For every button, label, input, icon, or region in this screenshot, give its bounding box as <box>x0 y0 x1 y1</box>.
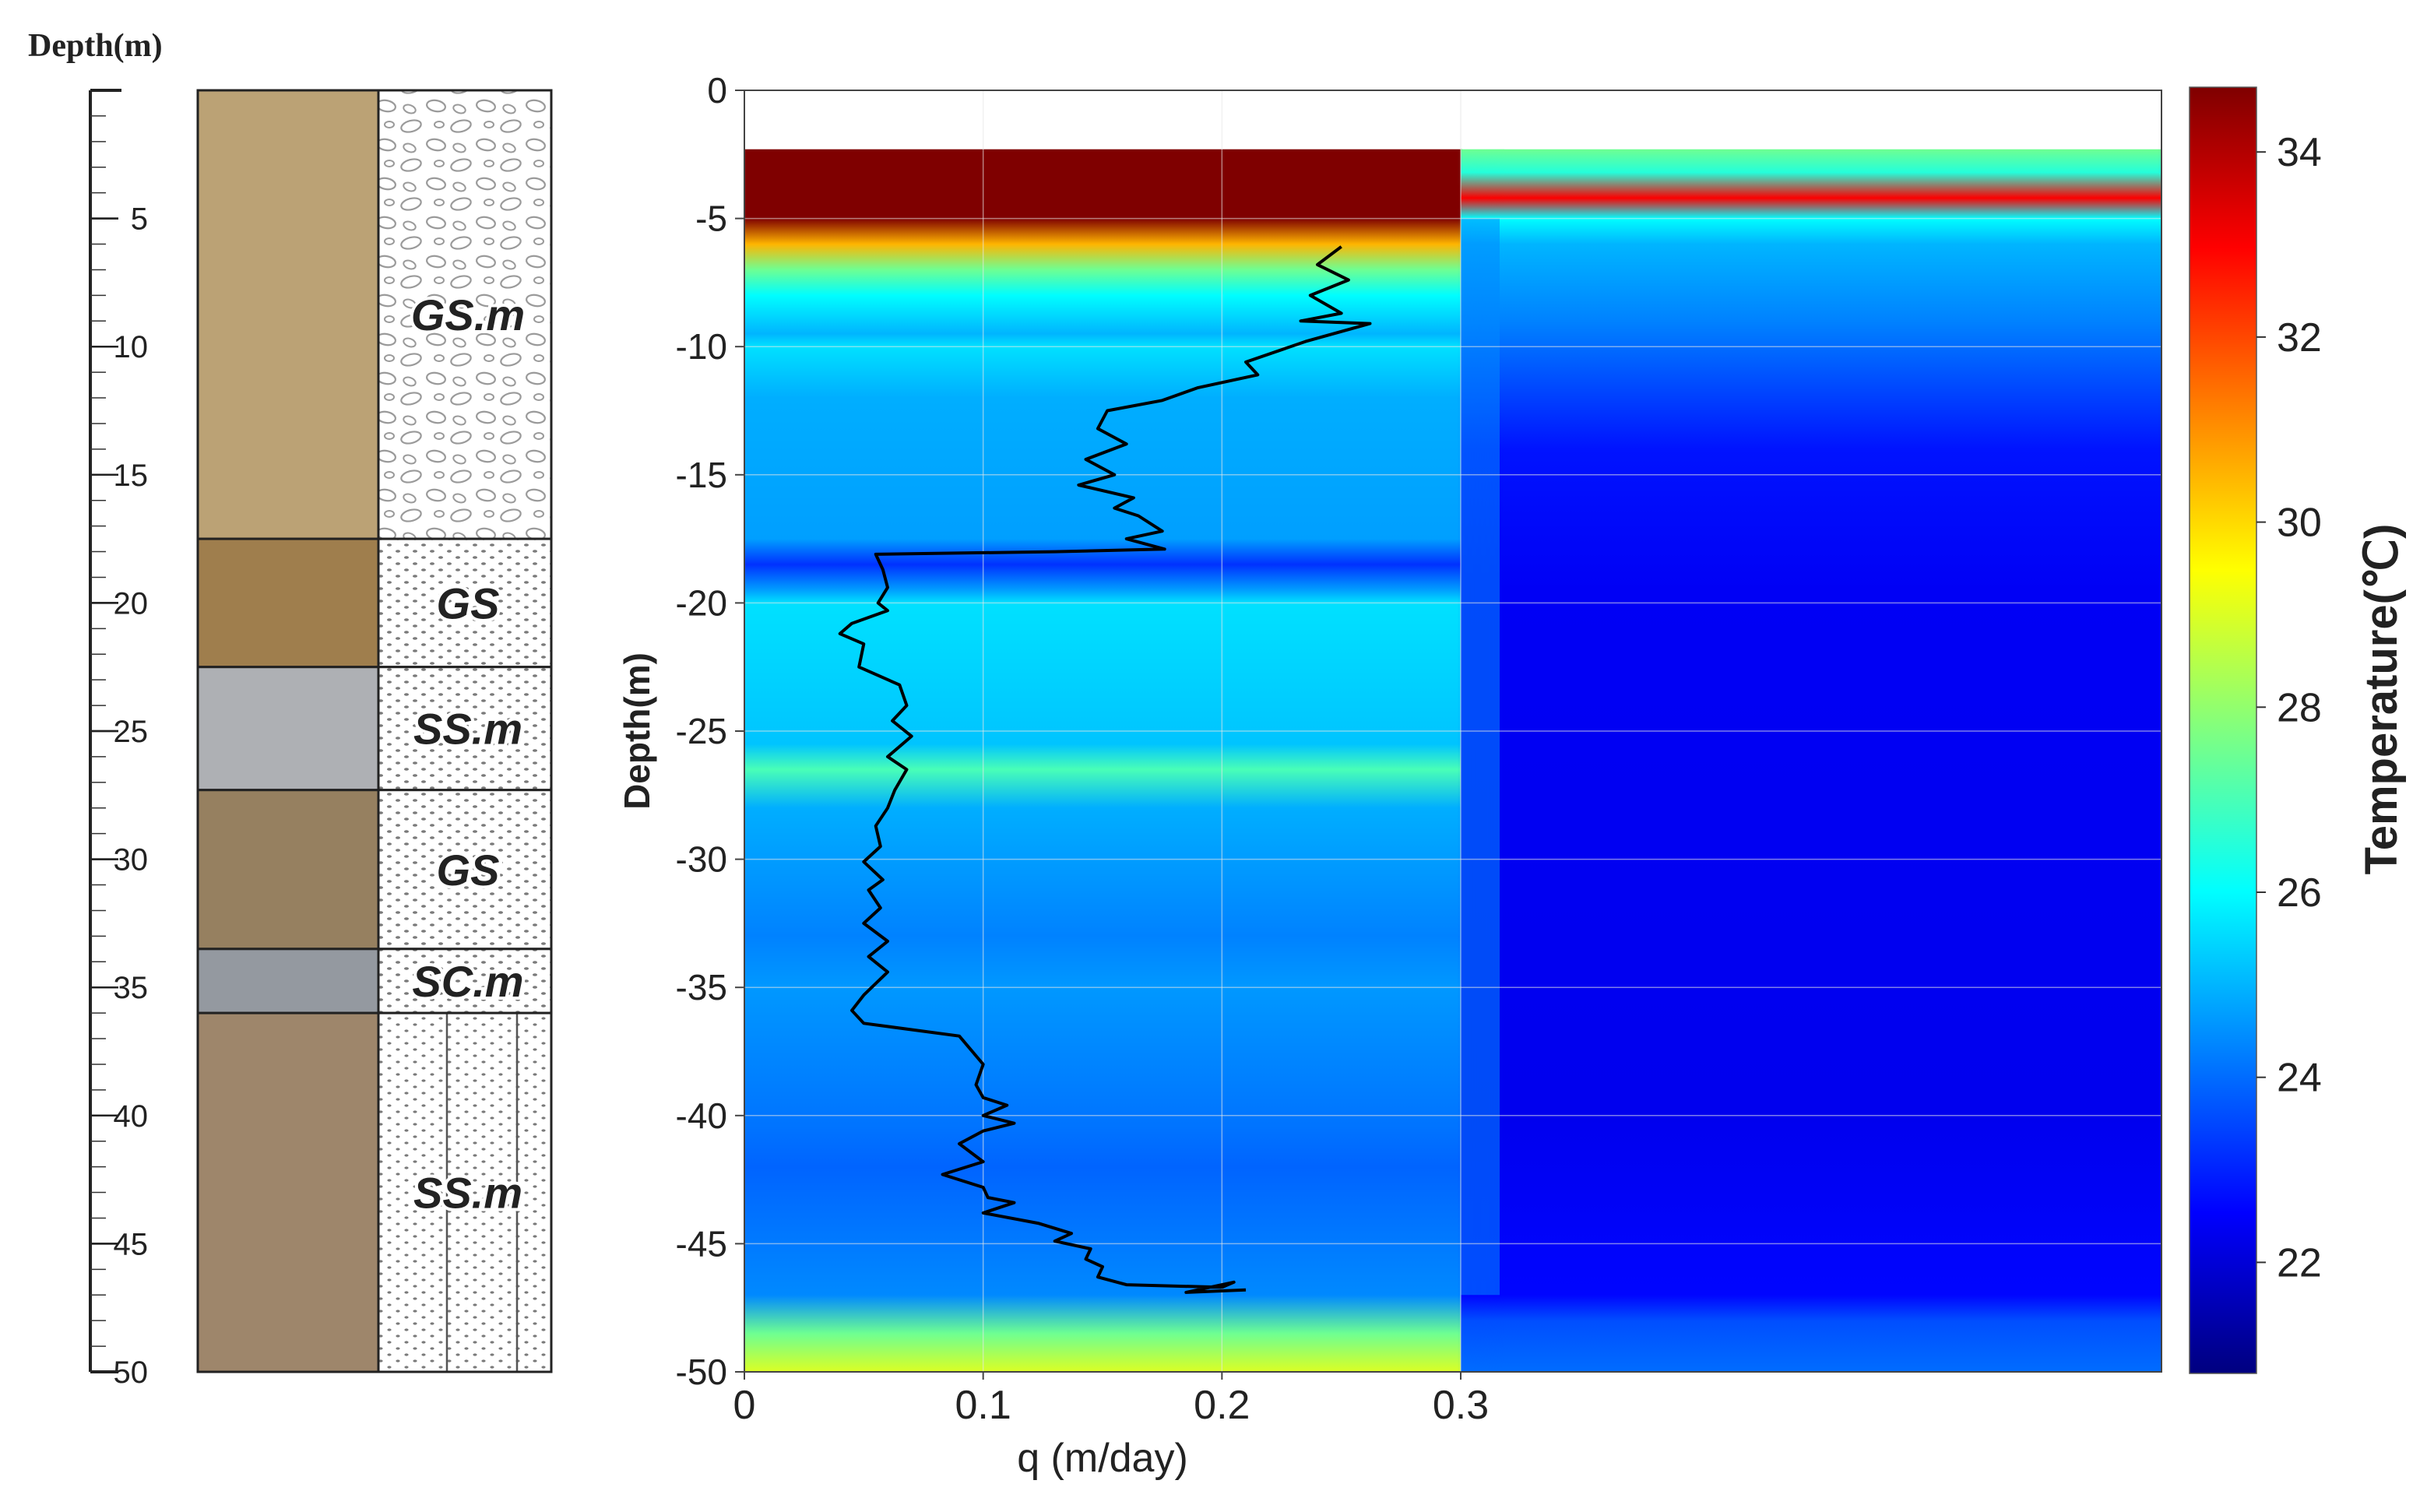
log-depth-label: 40 <box>114 1099 149 1134</box>
x-tick-label: 0.2 <box>1194 1383 1250 1428</box>
y-tick-label: -30 <box>676 839 727 880</box>
log-depth-scale: 5 10 15 20 25 30 35 40 45 50 <box>89 89 149 1390</box>
core-photo-shade <box>198 789 378 949</box>
y-tick-label: -20 <box>676 582 727 623</box>
colorbar-tick-label: 34 <box>2277 130 2322 175</box>
colorbar-ticks: 22 24 26 28 30 32 34 <box>2256 130 2322 1285</box>
lithology-unit-border <box>196 1011 553 1373</box>
y-axis-label: Depth(m) <box>617 652 657 810</box>
core-photo <box>198 539 378 667</box>
x-axis-ticks: 0 0.1 0.2 0.3 <box>733 1372 1489 1428</box>
y-axis-ticks: 0 -5 -10 -15 -20 -25 -30 -35 -40 -45 -50 <box>676 70 744 1392</box>
lithology-label: GS <box>437 846 500 895</box>
log-depth-label: 10 <box>114 330 149 364</box>
colorbar-label: Temperature(℃) <box>2356 524 2407 875</box>
depth-axis-title: Depth(m) <box>28 28 163 64</box>
lithology-label: GS <box>437 578 500 628</box>
core-photo-shade <box>198 539 378 667</box>
x-tick-label: 0.3 <box>1433 1383 1489 1428</box>
colorbar <box>2189 86 2257 1374</box>
lithology-pattern <box>378 539 551 667</box>
y-tick-label: -10 <box>676 326 727 367</box>
y-tick-label: -45 <box>676 1223 727 1264</box>
core-photo-shade <box>198 90 378 540</box>
lithology-units: GS.m GS SS.m GS SC.m SS.m <box>196 89 553 1373</box>
lithology-label: SS.m <box>413 1169 522 1218</box>
log-depth-label: 30 <box>114 843 149 877</box>
log-depth-label: 5 <box>131 202 148 237</box>
log-depth-label: 20 <box>114 586 149 621</box>
log-depth-label: 15 <box>114 459 149 493</box>
lithology-label: GS.m <box>411 290 525 339</box>
x-axis-label: q (m/day) <box>1017 1436 1188 1481</box>
heatmap-right-segment <box>1461 149 2161 1372</box>
core-photo-shade <box>198 948 378 1014</box>
y-tick-label: -5 <box>695 199 727 239</box>
chart-grid <box>744 90 2161 1372</box>
x-tick-label: 0.1 <box>955 1383 1011 1428</box>
heatmap-left-segment <box>744 149 1462 1372</box>
lithology-pattern <box>378 789 551 949</box>
core-photo <box>198 948 378 1014</box>
colorbar-tick-label: 24 <box>2277 1056 2322 1101</box>
lithology-pattern <box>378 1013 551 1372</box>
colorbar-tick-label: 22 <box>2277 1240 2322 1285</box>
core-photo <box>198 666 378 790</box>
x-tick-label: 0 <box>733 1383 756 1428</box>
log-depth-label: 25 <box>114 715 149 749</box>
temperature-chart: 0 -5 -10 -15 -20 -25 -30 -35 -40 -45 -50 0 0.1 0.2 0.… <box>617 70 2407 1481</box>
lithology-label: SC.m <box>412 957 523 1006</box>
y-tick-label: -25 <box>676 711 727 751</box>
log-depth-label: 50 <box>114 1356 149 1390</box>
q-profile-line <box>838 245 1372 1294</box>
core-photo-shade <box>198 1013 378 1372</box>
y-tick-label: -40 <box>676 1095 727 1136</box>
core-photo <box>198 1013 378 1372</box>
heatmap-transition-band <box>1461 218 1500 1296</box>
core-photo <box>198 90 378 540</box>
lithology-pattern <box>378 948 551 1014</box>
colorbar-tick-label: 30 <box>2277 501 2322 546</box>
lithology-pattern <box>378 90 551 540</box>
y-tick-label: -35 <box>676 967 727 1007</box>
y-tick-label: 0 <box>707 70 727 111</box>
lithology-label: SS.m <box>413 705 522 754</box>
colorbar-tick-label: 26 <box>2277 870 2322 916</box>
core-photo-shade <box>198 666 378 790</box>
core-photo <box>198 789 378 949</box>
log-depth-label: 45 <box>114 1227 149 1261</box>
colorbar-tick-label: 32 <box>2277 315 2322 360</box>
colorbar-tick-label: 28 <box>2277 685 2322 730</box>
y-tick-label: -50 <box>676 1352 727 1392</box>
lithology-pattern <box>378 666 551 790</box>
y-tick-label: -15 <box>676 455 727 495</box>
log-depth-label: 35 <box>114 971 149 1005</box>
